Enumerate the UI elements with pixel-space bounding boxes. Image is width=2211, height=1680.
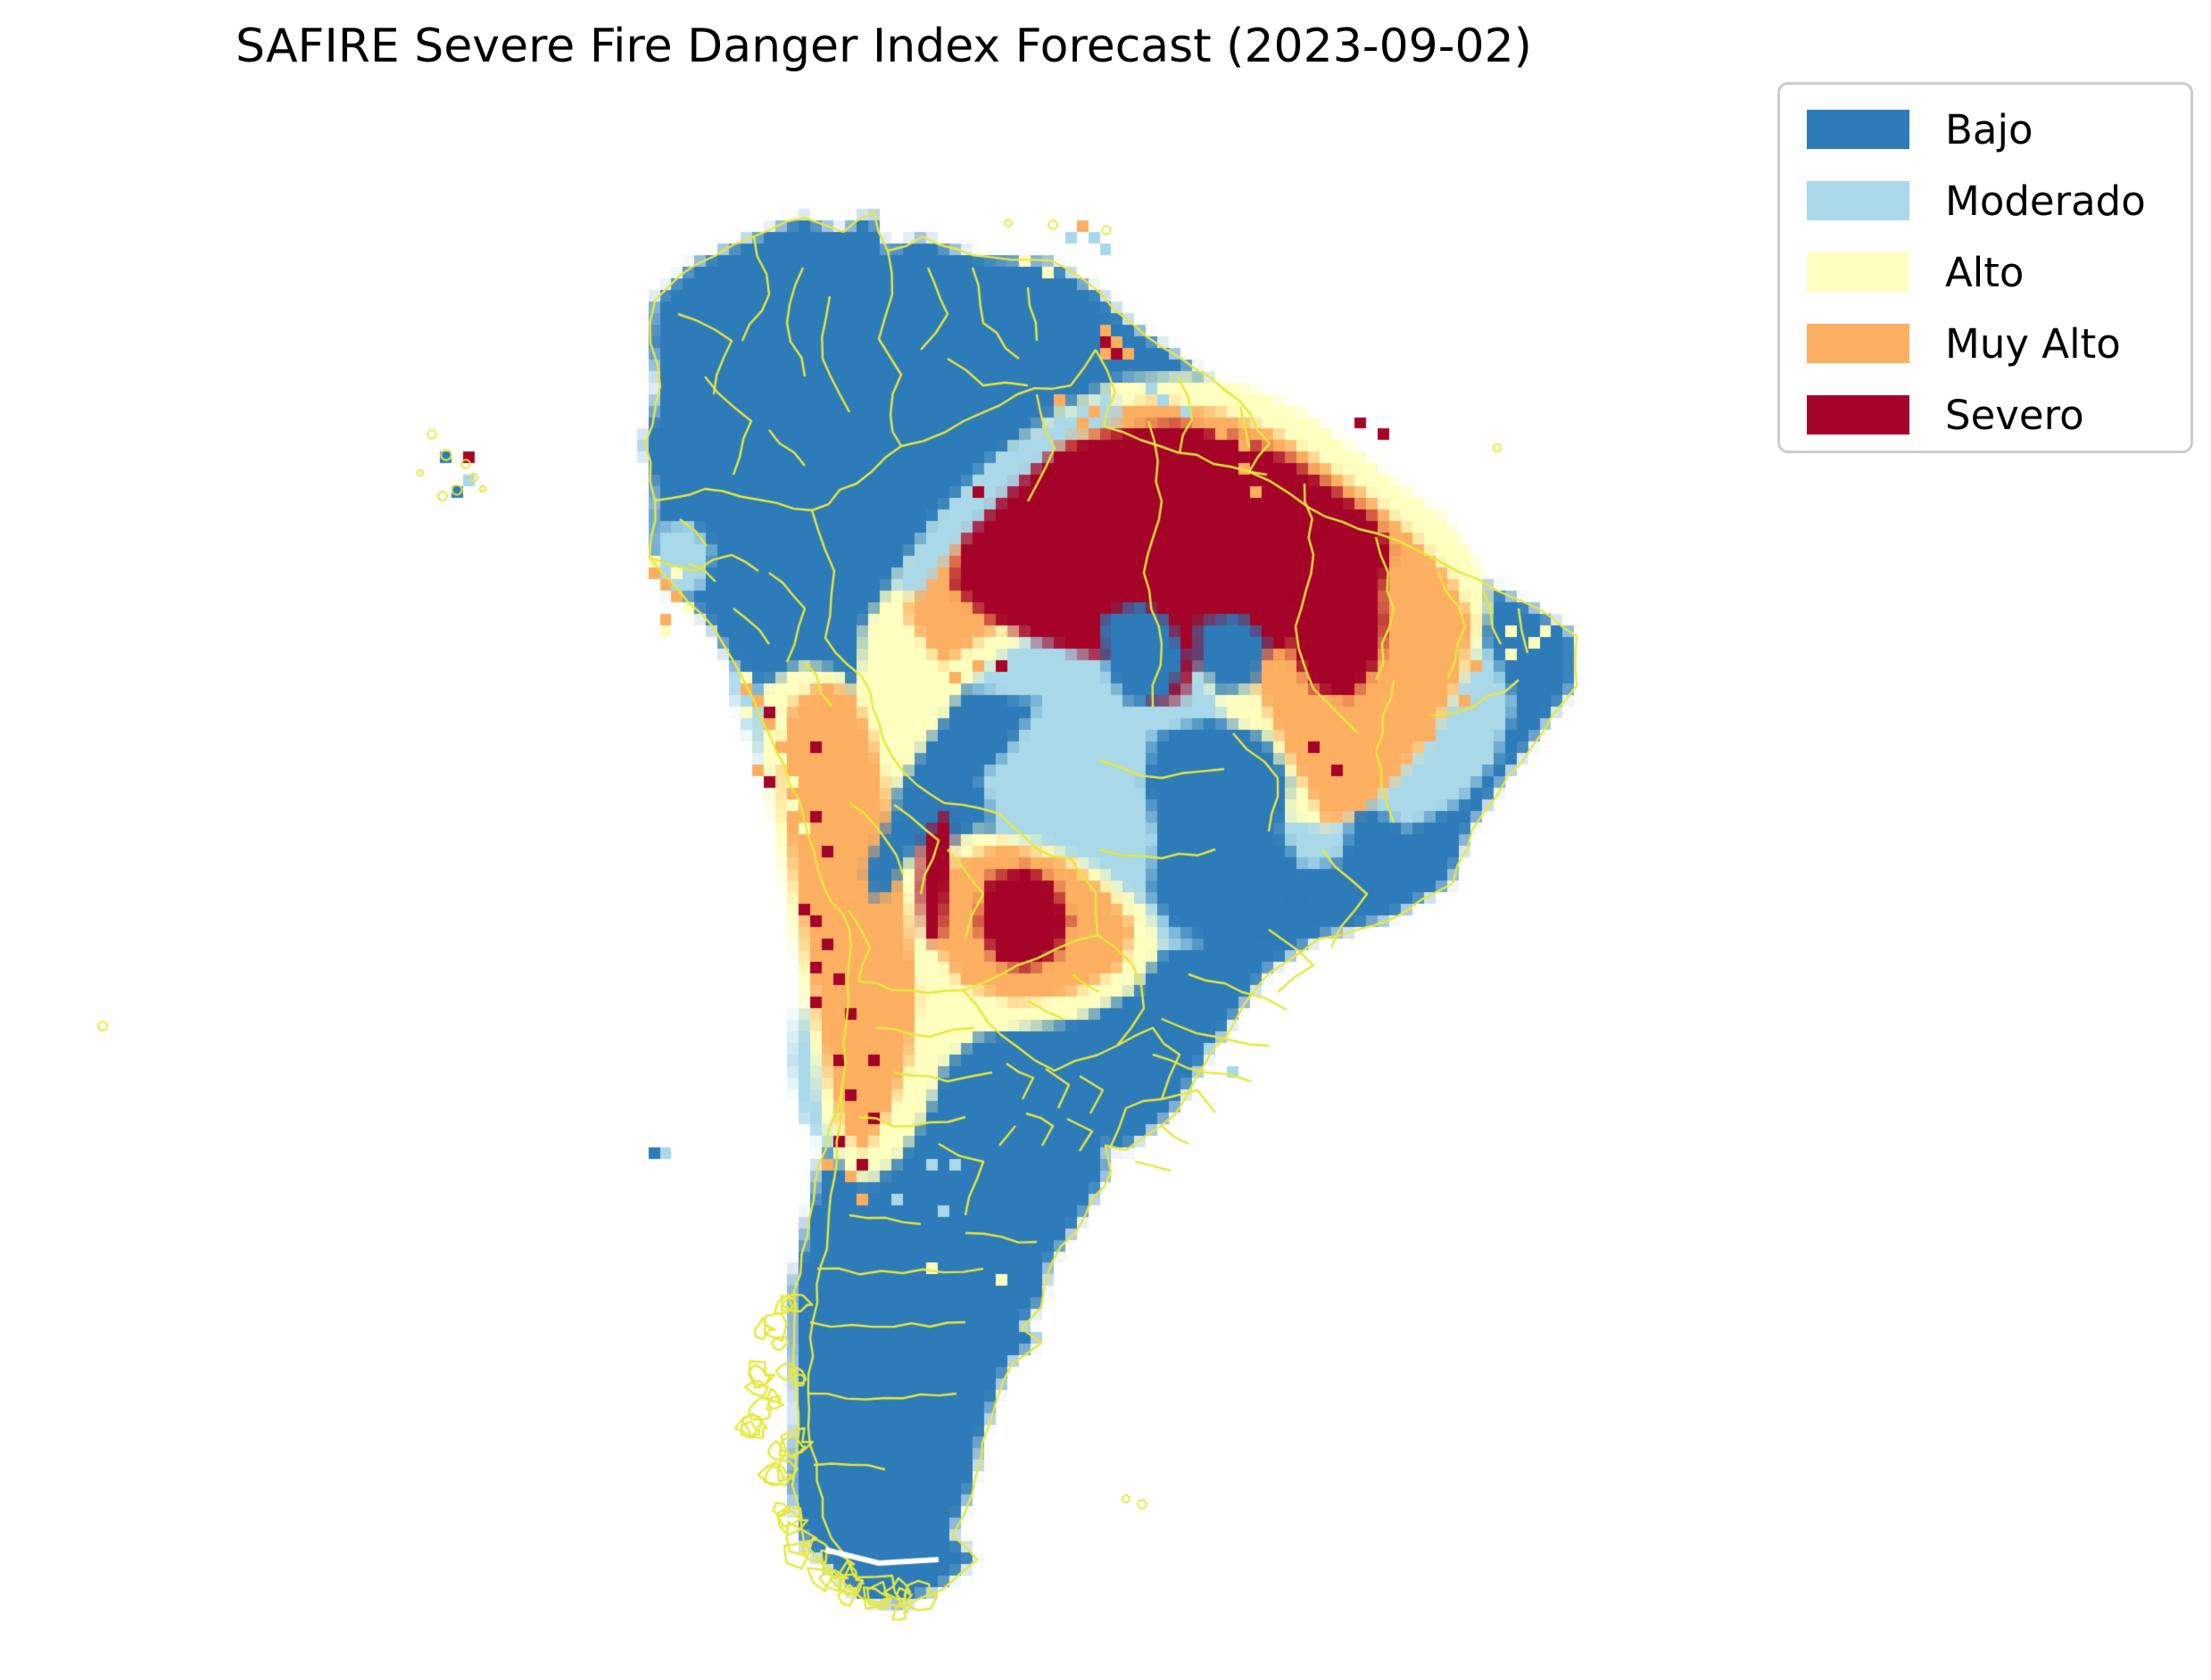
legend-label-moderado: Moderado: [1945, 177, 2146, 225]
map-title: SAFIRE Severe Fire Danger Index Forecast…: [236, 20, 1532, 73]
legend-item: Severo: [1807, 379, 2190, 451]
legend-item: Alto: [1807, 236, 2190, 308]
legend-item: Moderado: [1807, 165, 2190, 236]
legend-item: Muy Alto: [1807, 308, 2190, 379]
legend-label-alto: Alto: [1945, 248, 2025, 296]
legend: Bajo Moderado Alto Muy Alto Severo: [1777, 82, 2193, 453]
legend-swatch-moderado: [1807, 181, 1909, 220]
legend-swatch-muy-alto: [1807, 324, 1909, 363]
legend-label-muy-alto: Muy Alto: [1945, 319, 2121, 368]
legend-item: Bajo: [1807, 94, 2190, 165]
legend-swatch-alto: [1807, 252, 1909, 292]
legend-label-severo: Severo: [1945, 391, 2084, 439]
legend-swatch-bajo: [1807, 110, 1909, 149]
legend-label-bajo: Bajo: [1945, 105, 2033, 153]
legend-swatch-severo: [1807, 395, 1909, 434]
